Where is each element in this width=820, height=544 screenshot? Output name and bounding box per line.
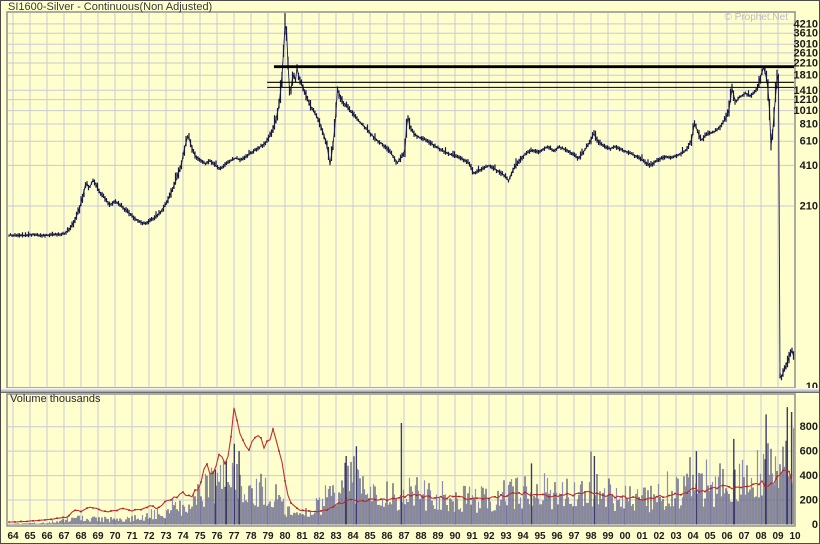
year-axis-tick: 10 xyxy=(789,531,801,542)
year-axis-tick: 73 xyxy=(160,531,172,542)
price-axis-tick: 1010 xyxy=(794,105,818,117)
year-axis-tick: 86 xyxy=(381,531,393,542)
price-axis-tick: 2210 xyxy=(794,58,818,70)
year-axis-tick: 74 xyxy=(177,531,189,542)
price-axis-tick: 1410 xyxy=(794,85,818,97)
year-axis-tick: 99 xyxy=(602,531,614,542)
year-axis-tick: 05 xyxy=(704,531,716,542)
year-axis-tick: 95 xyxy=(534,531,546,542)
open-interest-line xyxy=(9,407,793,523)
year-axis-tick: 92 xyxy=(483,531,495,542)
price-axis-tick: 810 xyxy=(800,119,818,131)
price-axis-tick: 210 xyxy=(800,201,818,213)
volume-bars-alt xyxy=(9,428,795,525)
price-axis-tick: 4210 xyxy=(794,18,818,30)
volume-axis-tick: 600 xyxy=(800,446,818,458)
year-axis-tick: 03 xyxy=(670,531,682,542)
price-axis-tick: 2610 xyxy=(794,47,818,59)
year-axis-tick: 65 xyxy=(24,531,36,542)
year-axis-tick: 72 xyxy=(143,531,155,542)
year-axis-tick: 71 xyxy=(126,531,138,542)
year-axis-tick: 68 xyxy=(75,531,87,542)
volume-axis-tick: 0 xyxy=(812,519,818,531)
year-axis-tick: 90 xyxy=(449,531,461,542)
year-axis-tick: 81 xyxy=(296,531,308,542)
year-axis-tick: 00 xyxy=(619,531,631,542)
year-axis-tick: 67 xyxy=(58,531,70,542)
year-axis-tick: 98 xyxy=(585,531,597,542)
year-axis-tick: 77 xyxy=(228,531,240,542)
volume-spike-bars xyxy=(214,407,793,525)
volume-axis-tick: 200 xyxy=(800,495,818,507)
price-axis-tick: 610 xyxy=(800,136,818,148)
year-axis-tick: 69 xyxy=(92,531,104,542)
year-axis-tick: 09 xyxy=(772,531,784,542)
year-axis-tick: 84 xyxy=(347,531,359,542)
year-axis-tick: 06 xyxy=(721,531,733,542)
year-axis-tick: 70 xyxy=(109,531,121,542)
year-axis-tick: 02 xyxy=(653,531,665,542)
year-axis-tick: 64 xyxy=(7,531,19,542)
year-axis-tick: 88 xyxy=(415,531,427,542)
year-axis-tick: 96 xyxy=(551,531,563,542)
chart-title: SI1600-Silver - Continuous(Non Adjusted) xyxy=(8,1,213,13)
year-axis-tick: 76 xyxy=(211,531,223,542)
price-series-bars xyxy=(8,13,795,381)
price-axis-tick: 3610 xyxy=(794,28,818,40)
year-axis-tick: 79 xyxy=(262,531,274,542)
year-axis-tick: 89 xyxy=(432,531,444,542)
year-axis-tick: 75 xyxy=(194,531,206,542)
price-axis-tick: 1210 xyxy=(794,94,818,106)
year-axis-tick: 85 xyxy=(364,531,376,542)
year-axis-tick: 04 xyxy=(687,531,699,542)
price-axis-tick: 410 xyxy=(800,160,818,172)
pane-splitter[interactable] xyxy=(1,388,819,393)
year-axis-tick: 93 xyxy=(500,531,512,542)
year-axis-tick: 91 xyxy=(466,531,478,542)
price-axis-tick: 3010 xyxy=(794,39,818,51)
volume-axis-tick: 400 xyxy=(800,470,818,482)
year-axis-tick: 01 xyxy=(636,531,648,542)
year-axis-tick: 07 xyxy=(738,531,750,542)
year-axis-tick: 97 xyxy=(568,531,580,542)
volume-axis-tick: 800 xyxy=(800,421,818,433)
price-axis-tick: 1810 xyxy=(794,70,818,82)
year-axis-tick: 94 xyxy=(517,531,529,542)
year-axis-tick: 08 xyxy=(755,531,767,542)
year-axis-tick: 83 xyxy=(330,531,342,542)
year-axis-tick: 87 xyxy=(398,531,410,542)
year-axis-tick: 82 xyxy=(313,531,325,542)
volume-pane-label: Volume thousands xyxy=(10,393,101,405)
year-axis-tick: 66 xyxy=(41,531,53,542)
year-axis-tick: 78 xyxy=(245,531,257,542)
watermark: © Prophet.Net xyxy=(724,12,788,23)
year-axis-tick: 80 xyxy=(279,531,291,542)
